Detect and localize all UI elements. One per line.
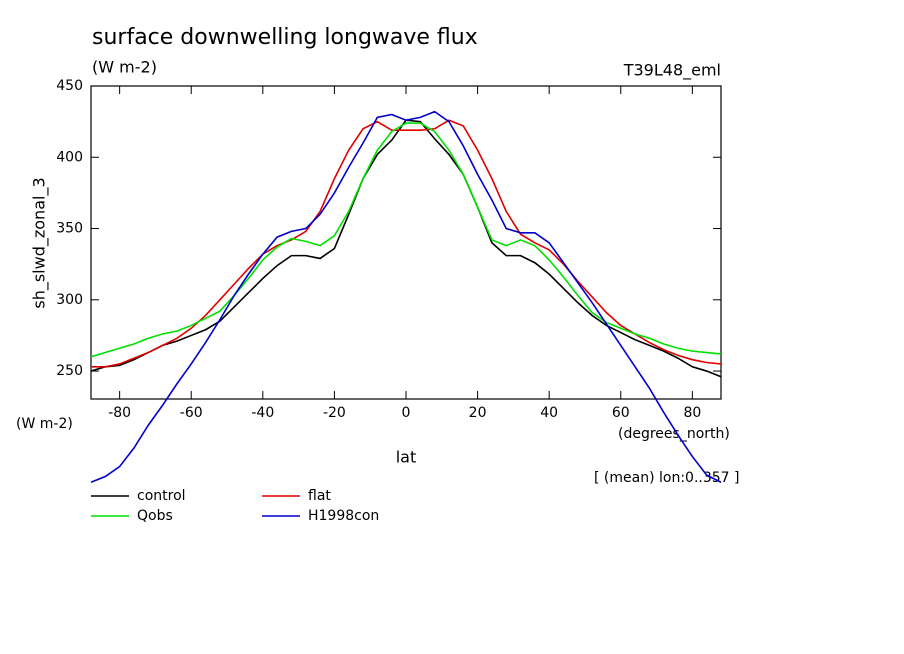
series-line: [90, 122, 722, 358]
legend-label: flat: [308, 488, 331, 504]
y-tick-label: 450: [56, 78, 83, 94]
y-units: (W m-2): [16, 416, 73, 432]
x-tick-label: 60: [612, 405, 630, 421]
legend-label: Qobs: [137, 508, 173, 524]
x-tick-label: 20: [469, 405, 487, 421]
y-axis-label: sh_slwd_zonal_3: [30, 177, 50, 308]
x-axis-label: lat: [396, 448, 417, 467]
y-tick-label: 300: [56, 292, 83, 308]
x-tick-label: -60: [180, 405, 203, 421]
plot-frame: [90, 85, 722, 400]
series-line: [90, 110, 722, 483]
annotation: [ (mean) lon:0..357 ]: [594, 470, 739, 486]
legend-label: H1998con: [308, 508, 379, 524]
y-tick-label: 400: [56, 149, 83, 165]
y-tick-label: 250: [56, 363, 83, 379]
chart-title: surface downwelling longwave flux: [92, 25, 478, 50]
y-tick-label: 350: [56, 221, 83, 237]
x-tick-label: 80: [683, 405, 701, 421]
units: (W m-2): [92, 58, 157, 77]
x-tick-label: 0: [402, 405, 411, 421]
x-tick-label: -80: [108, 405, 131, 421]
series-line: [90, 119, 722, 378]
x-tick-label: -20: [323, 405, 346, 421]
run-label: T39L48_eml: [623, 61, 721, 81]
series-line: [91, 119, 722, 368]
x-tick-label: 40: [540, 405, 558, 421]
x-tick-label: -40: [251, 405, 274, 421]
x-units: (degrees_north): [618, 426, 730, 442]
legend-label: control: [137, 488, 186, 504]
